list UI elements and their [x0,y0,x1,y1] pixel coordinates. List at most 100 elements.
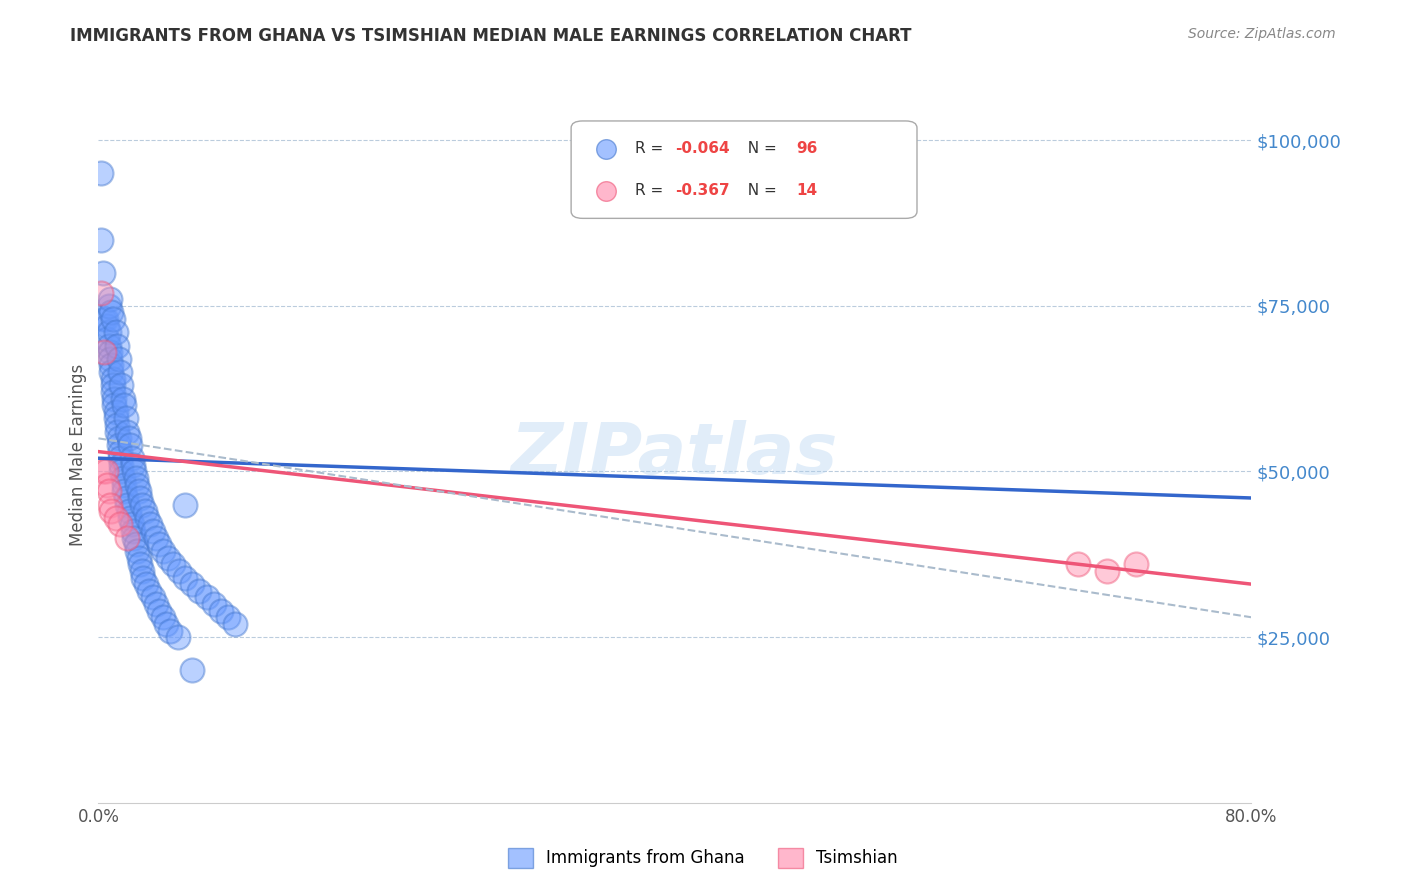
Immigrants from Ghana [90,166,112,180]
Immigrants from Ghana [90,233,112,247]
Immigrants from Ghana [105,338,128,352]
Immigrants from Ghana [195,591,218,605]
Immigrants from Ghana [111,392,134,406]
Immigrants from Ghana [136,511,159,525]
Immigrants from Ghana [145,597,167,611]
Text: -0.064: -0.064 [675,141,730,156]
Immigrants from Ghana [152,610,174,624]
Immigrants from Ghana [111,471,134,485]
Immigrants from Ghana [97,299,120,313]
Text: R =: R = [634,141,668,156]
Immigrants from Ghana [125,471,148,485]
Immigrants from Ghana [107,431,129,445]
Immigrants from Ghana [105,418,128,433]
Immigrants from Ghana [131,498,153,512]
Text: N =: N = [738,183,782,198]
Text: ZIPatlas: ZIPatlas [512,420,838,490]
Immigrants from Ghana [155,616,177,631]
Immigrants from Ghana [120,438,142,452]
Point [721,796,744,810]
Immigrants from Ghana [127,544,149,558]
Immigrants from Ghana [96,318,118,333]
Tsimshian [90,285,112,300]
Text: Source: ZipAtlas.com: Source: ZipAtlas.com [1188,27,1336,41]
Immigrants from Ghana [100,359,122,373]
Immigrants from Ghana [108,444,131,458]
Immigrants from Ghana [148,537,170,551]
Text: 96: 96 [796,141,817,156]
Immigrants from Ghana [174,498,197,512]
Immigrants from Ghana [152,544,174,558]
Immigrants from Ghana [120,511,142,525]
Immigrants from Ghana [98,292,121,306]
Immigrants from Ghana [103,392,125,406]
Immigrants from Ghana [108,451,131,466]
Immigrants from Ghana [129,558,152,572]
Immigrants from Ghana [122,458,145,472]
Y-axis label: Median Male Earnings: Median Male Earnings [69,364,87,546]
Legend: Immigrants from Ghana, Tsimshian: Immigrants from Ghana, Tsimshian [501,841,905,875]
Immigrants from Ghana [128,484,150,499]
Immigrants from Ghana [134,504,156,518]
Immigrants from Ghana [117,425,139,439]
Immigrants from Ghana [124,465,146,479]
Immigrants from Ghana [159,624,181,638]
Text: 14: 14 [796,183,817,198]
Immigrants from Ghana [142,524,165,538]
Immigrants from Ghana [101,384,124,399]
Immigrants from Ghana [107,438,129,452]
Immigrants from Ghana [127,477,149,491]
Immigrants from Ghana [156,550,179,565]
Immigrants from Ghana [100,305,122,319]
Text: N =: N = [738,141,782,156]
Immigrants from Ghana [110,378,132,392]
Immigrants from Ghana [97,338,120,352]
Tsimshian [1067,558,1090,572]
Immigrants from Ghana [162,558,184,572]
Immigrants from Ghana [118,504,141,518]
Immigrants from Ghana [125,537,148,551]
Immigrants from Ghana [209,604,232,618]
Immigrants from Ghana [117,498,139,512]
Immigrants from Ghana [181,663,204,677]
Immigrants from Ghana [91,266,114,280]
FancyBboxPatch shape [571,121,917,219]
Immigrants from Ghana [104,326,127,340]
Immigrants from Ghana [145,531,167,545]
Immigrants from Ghana [174,570,197,584]
Point [721,796,744,810]
Immigrants from Ghana [181,577,204,591]
Immigrants from Ghana [122,524,145,538]
Tsimshian [96,477,118,491]
Tsimshian [1097,564,1119,578]
Immigrants from Ghana [100,365,122,379]
Tsimshian [91,465,114,479]
Immigrants from Ghana [112,398,135,412]
Text: -0.367: -0.367 [675,183,730,198]
Immigrants from Ghana [104,411,127,425]
Immigrants from Ghana [94,312,117,326]
Immigrants from Ghana [131,564,153,578]
Tsimshian [1125,558,1147,572]
Immigrants from Ghana [138,583,160,598]
Immigrants from Ghana [148,604,170,618]
Immigrants from Ghana [121,517,143,532]
Immigrants from Ghana [135,577,157,591]
Immigrants from Ghana [217,610,239,624]
Tsimshian [117,531,139,545]
Tsimshian [93,345,115,359]
Immigrants from Ghana [96,332,118,346]
Immigrants from Ghana [110,458,132,472]
Immigrants from Ghana [114,491,136,505]
Immigrants from Ghana [93,312,115,326]
Immigrants from Ghana [202,597,225,611]
Immigrants from Ghana [121,451,143,466]
Immigrants from Ghana [104,405,127,419]
Immigrants from Ghana [108,365,131,379]
Immigrants from Ghana [166,630,188,644]
Text: R =: R = [634,183,668,198]
Immigrants from Ghana [105,425,128,439]
Immigrants from Ghana [110,465,132,479]
Immigrants from Ghana [98,351,121,366]
Immigrants from Ghana [132,570,155,584]
